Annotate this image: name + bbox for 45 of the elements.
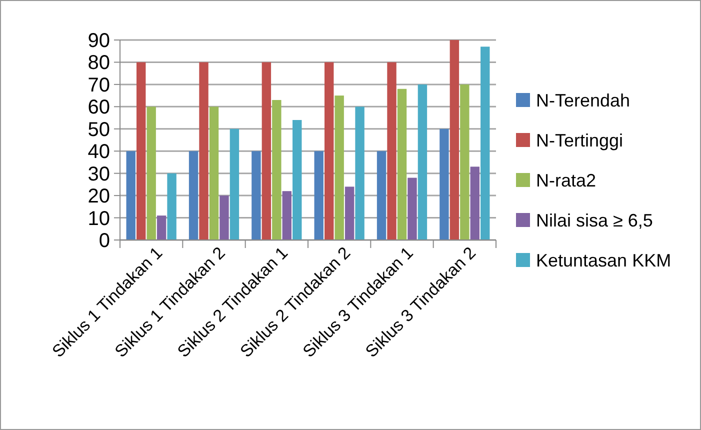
bar [272,100,282,240]
y-tick-label: 0 [98,230,110,252]
bar [126,151,136,240]
legend-label: Ketuntasan KKM [536,250,672,270]
legend-label: N-rata2 [536,170,596,190]
y-tick-label: 20 [88,186,110,208]
bar [282,191,292,240]
y-tick-label: 10 [88,208,110,230]
y-tick-label: 90 [88,30,110,52]
bar [167,173,176,240]
bar [156,216,166,240]
bar [355,106,364,240]
bar [397,88,407,240]
bar [324,62,334,240]
bar [440,128,449,240]
legend-label: N-Tertinggi [536,130,624,150]
bar [209,106,219,240]
bar [136,62,146,240]
bar [292,120,302,240]
bar [230,128,240,240]
bar [188,151,198,240]
bar [334,96,344,240]
bar [470,166,480,240]
y-tick-label: 50 [88,118,110,141]
bar [344,186,354,240]
y-tick-label: 80 [88,52,110,74]
bar [387,62,396,240]
bar [220,196,229,240]
bar [480,46,490,240]
legend-label: Nilai sisa ≥ 6,5 [536,210,653,230]
y-tick-label: 40 [88,141,110,164]
bar [314,151,324,240]
bar [376,151,386,240]
bar [199,62,208,240]
bar [418,84,428,240]
bar [146,106,156,240]
bar [450,40,460,240]
bar [252,151,261,240]
y-tick-label: 30 [88,163,110,186]
bar [460,84,470,240]
y-tick-label: 60 [88,96,110,119]
bar [262,62,272,240]
bar [408,178,417,240]
y-tick-label: 70 [88,74,110,96]
legend-label: N-Terendah [536,90,630,110]
